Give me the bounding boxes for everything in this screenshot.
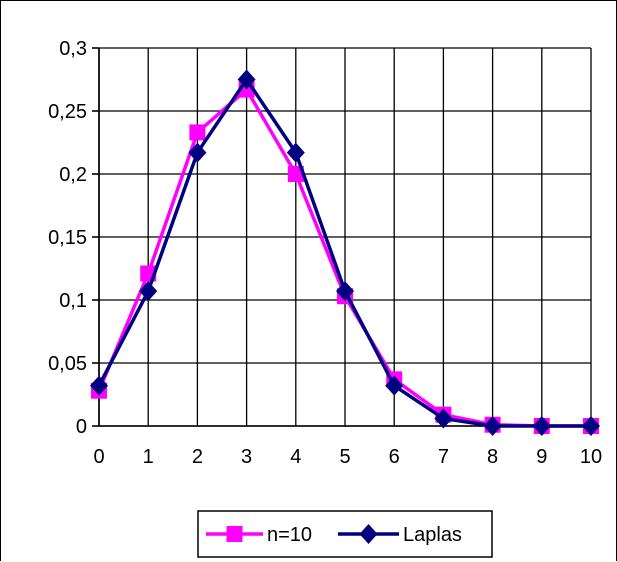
x-tick-label: 6 bbox=[389, 446, 400, 468]
data-point-laplas bbox=[582, 416, 600, 436]
data-point-laplas bbox=[237, 69, 256, 90]
y-tick-label: 0 bbox=[76, 416, 87, 438]
x-tick-label: 10 bbox=[580, 446, 602, 468]
y-tick-label: 0,1 bbox=[59, 290, 87, 312]
data-point-laplas bbox=[532, 416, 551, 436]
legend-marker-laplas bbox=[359, 524, 378, 544]
legend: n=10 Laplas bbox=[197, 510, 493, 558]
data-point-laplas bbox=[286, 142, 305, 163]
x-tick-labels: 0 1 2 3 4 5 6 7 8 9 10 bbox=[93, 446, 602, 468]
y-tick-label: 0,15 bbox=[48, 227, 87, 249]
x-tick-label: 7 bbox=[438, 446, 449, 468]
data-point-laplas bbox=[385, 375, 404, 396]
y-tick-label: 0,2 bbox=[59, 164, 87, 186]
x-tick-label: 8 bbox=[487, 446, 498, 468]
series bbox=[90, 69, 600, 436]
y-tick-label: 0,3 bbox=[59, 38, 87, 60]
legend-marker-n-10 bbox=[226, 526, 243, 542]
x-tick-label: 5 bbox=[339, 446, 350, 468]
x-tick-label: 2 bbox=[192, 446, 203, 468]
grid bbox=[98, 47, 592, 427]
y-tick-label: 0,05 bbox=[48, 353, 87, 375]
x-tick-label: 1 bbox=[143, 446, 154, 468]
data-point-laplas bbox=[483, 416, 502, 436]
y-tick-label: 0,25 bbox=[48, 101, 87, 123]
data-point-n-10 bbox=[189, 124, 206, 141]
x-tick-label: 3 bbox=[241, 446, 252, 468]
data-point-laplas bbox=[434, 408, 453, 429]
x-tick-label: 4 bbox=[290, 446, 301, 468]
data-point-laplas bbox=[90, 375, 108, 396]
data-point-laplas bbox=[336, 281, 354, 302]
data-point-laplas bbox=[139, 281, 158, 302]
x-tick-label: 9 bbox=[536, 446, 547, 468]
legend-label-n-10: n=10 bbox=[267, 524, 312, 546]
y-tick-labels: 0 0,05 0,1 0,15 0,2 0,25 0,3 bbox=[48, 38, 87, 438]
legend-label-laplas: Laplas bbox=[403, 524, 462, 546]
x-tick-label: 0 bbox=[93, 446, 104, 468]
data-point-n-10 bbox=[287, 166, 304, 182]
data-point-laplas bbox=[188, 142, 207, 163]
